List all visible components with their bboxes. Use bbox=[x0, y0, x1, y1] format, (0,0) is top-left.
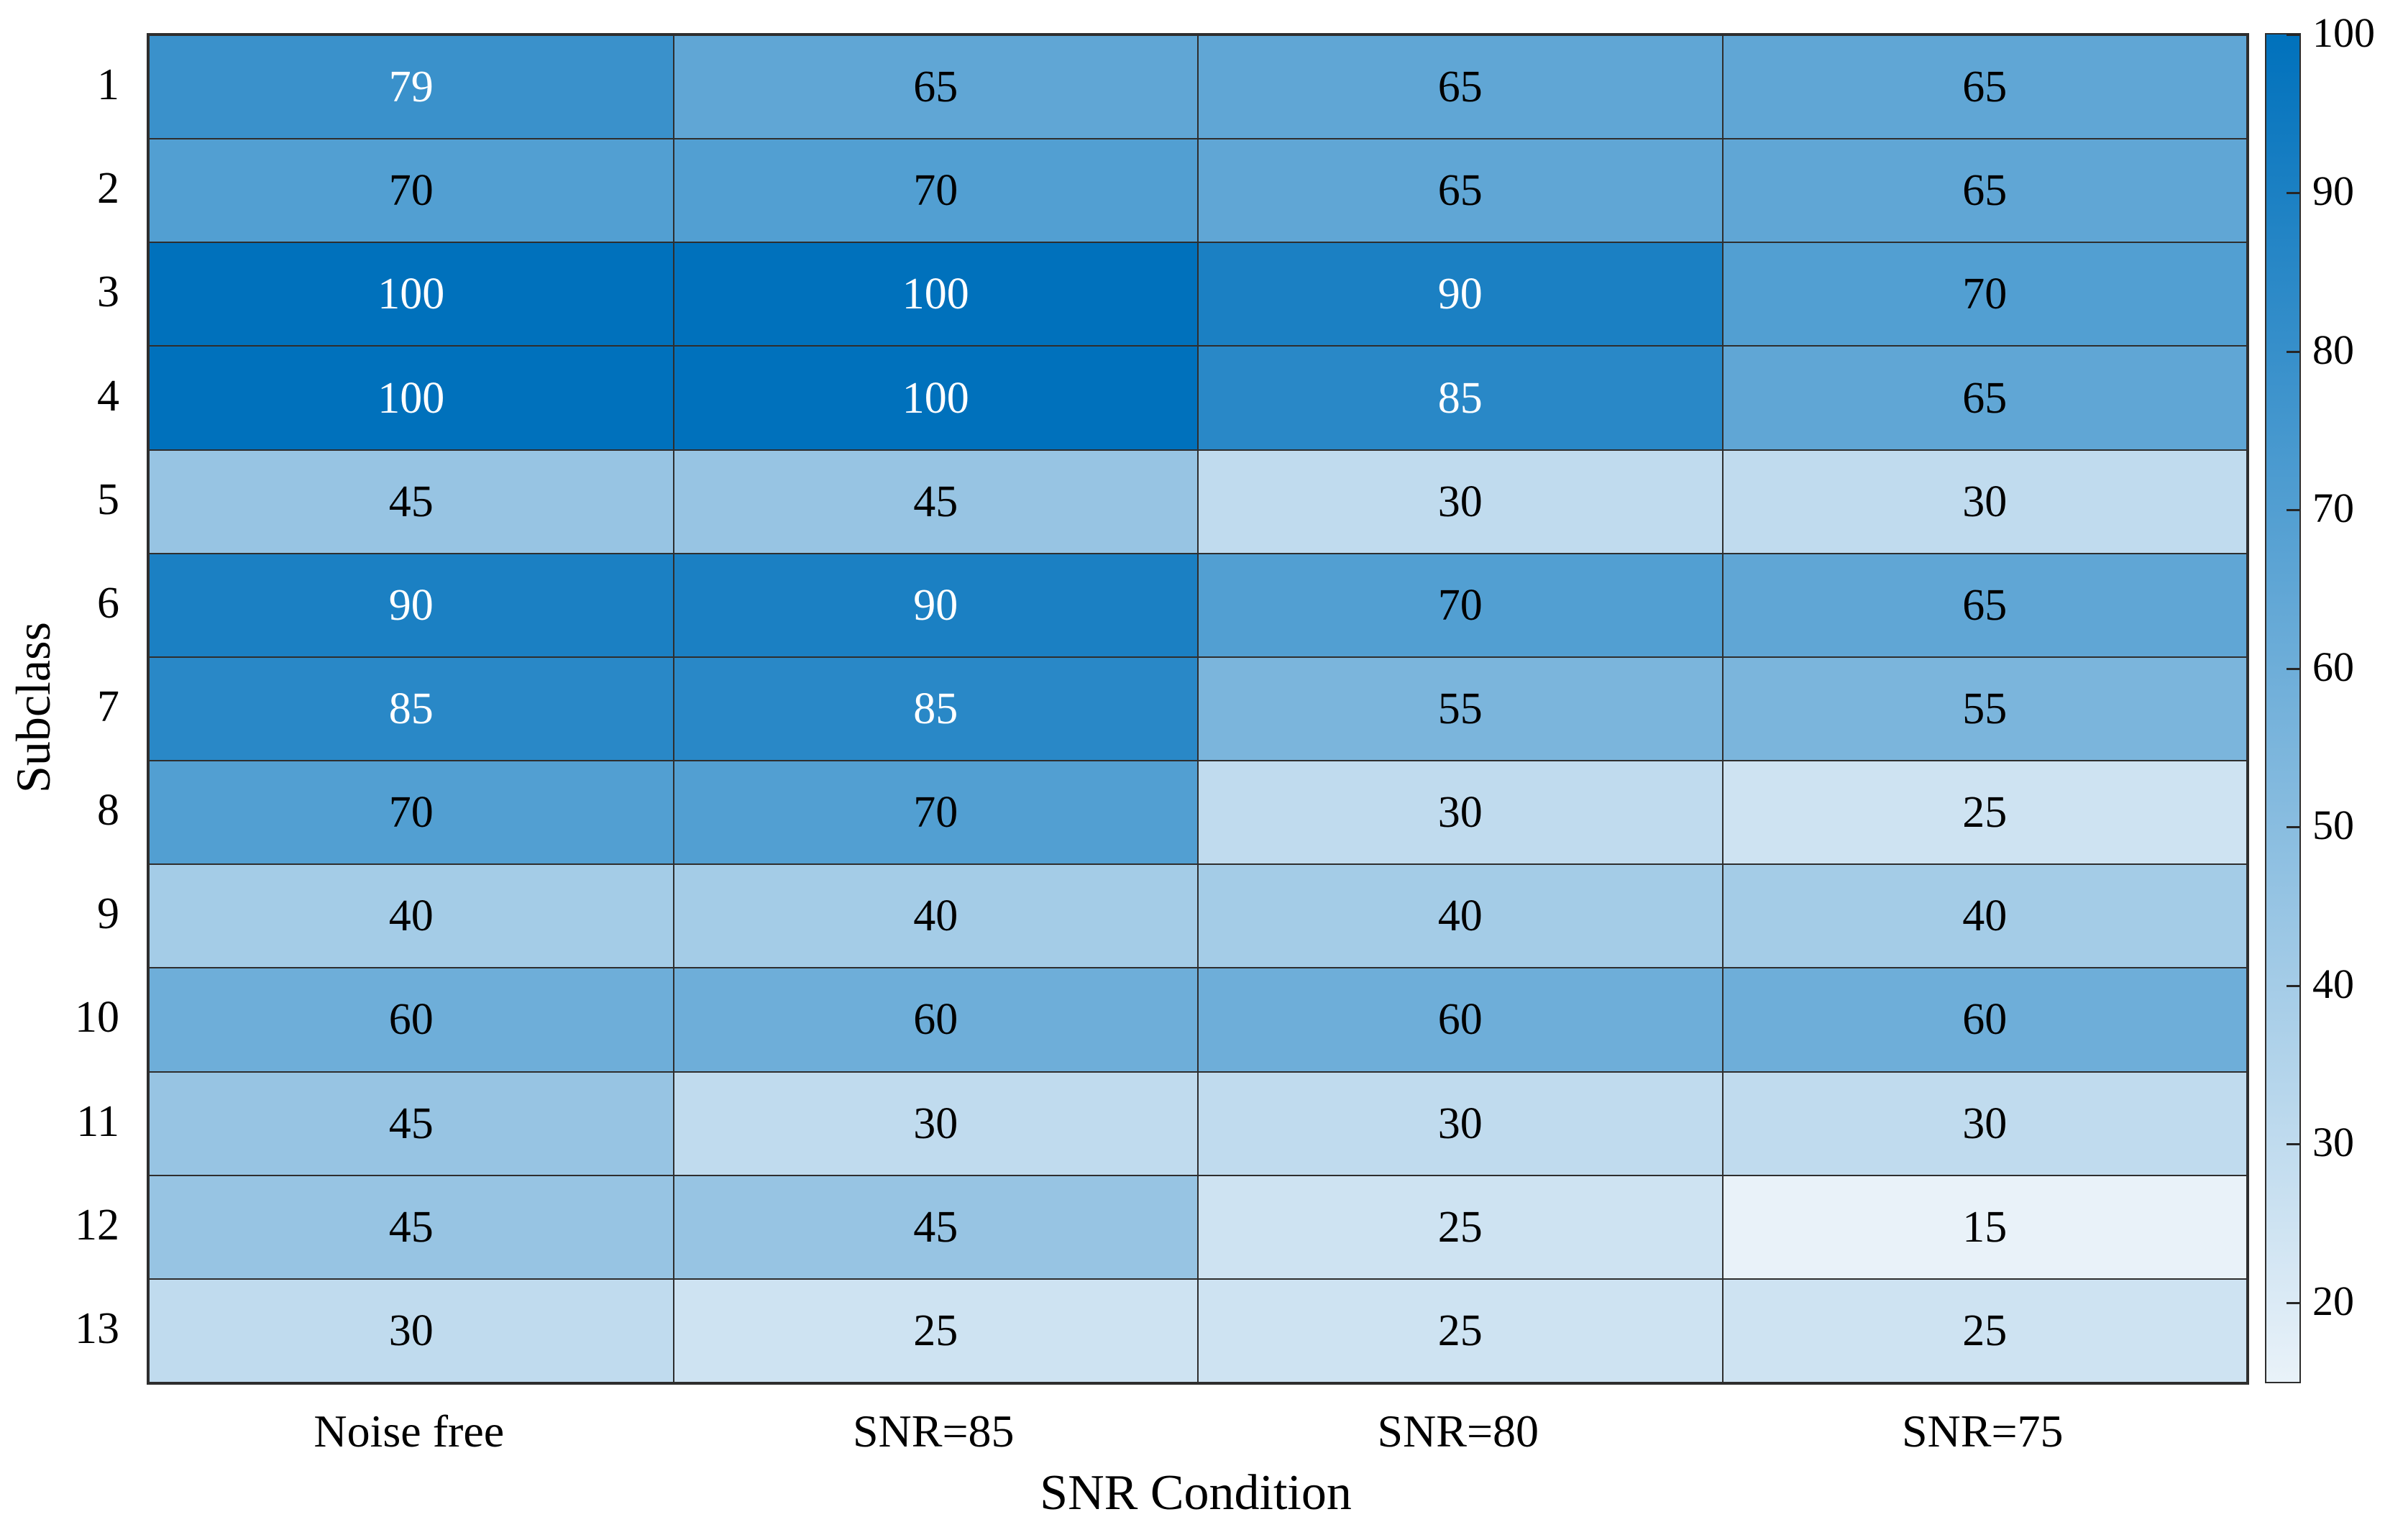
heatmap-cell: 70 bbox=[673, 761, 1198, 865]
colorbar-tick-label: 100 bbox=[2312, 9, 2375, 56]
heatmap-cell: 55 bbox=[1722, 656, 2247, 761]
heatmap-cell: 85 bbox=[673, 656, 1198, 761]
y-tick-label: 1 bbox=[97, 60, 119, 110]
heatmap-cell: 60 bbox=[1722, 968, 2247, 1072]
x-tick-label: SNR=85 bbox=[852, 1406, 1015, 1457]
heatmap-cell: 25 bbox=[1722, 1278, 2247, 1383]
colorbar-tick bbox=[2287, 192, 2299, 195]
y-tick-label: 10 bbox=[75, 993, 119, 1042]
heatmap-cell: 100 bbox=[673, 242, 1198, 347]
colorbar-tick-label: 80 bbox=[2312, 326, 2354, 373]
heatmap-cell: 25 bbox=[1198, 1175, 1723, 1279]
heatmap-cell: 65 bbox=[1198, 35, 1723, 139]
y-axis-tick-labels: 1 2 3 4 5 6 7 8 9 10 11 12 13 bbox=[0, 33, 127, 1380]
colorbar-tick-label: 90 bbox=[2312, 168, 2354, 215]
colorbar-tick-label: 60 bbox=[2312, 643, 2354, 690]
heatmap-cell: 30 bbox=[1198, 449, 1723, 554]
colorbar-tick-label: 50 bbox=[2312, 802, 2354, 849]
heatmap-cell: 40 bbox=[1722, 864, 2247, 968]
y-tick-label: 6 bbox=[97, 578, 119, 628]
heatmap-cell: 70 bbox=[1722, 242, 2247, 347]
heatmap-cell: 25 bbox=[673, 1278, 1198, 1383]
heatmap-cell: 100 bbox=[149, 346, 674, 450]
heatmap-cell: 25 bbox=[1722, 761, 2247, 865]
heatmap-cell: 30 bbox=[1198, 761, 1723, 865]
heatmap-cell: 65 bbox=[1722, 346, 2247, 450]
x-tick-label: SNR=75 bbox=[1901, 1406, 2064, 1457]
colorbar bbox=[2265, 33, 2301, 1383]
heatmap-cell: 70 bbox=[149, 139, 674, 243]
heatmap-cell: 30 bbox=[1198, 1071, 1723, 1175]
heatmap-cell: 45 bbox=[149, 1071, 674, 1175]
colorbar-tick bbox=[2287, 1143, 2299, 1146]
heatmap-cell: 45 bbox=[149, 449, 674, 554]
heatmap-cell: 45 bbox=[673, 449, 1198, 554]
colorbar-tick bbox=[2287, 667, 2299, 670]
heatmap-cell: 15 bbox=[1722, 1175, 2247, 1279]
heatmap-cell: 100 bbox=[673, 346, 1198, 450]
y-tick-label: 4 bbox=[97, 371, 119, 421]
heatmap-cell: 60 bbox=[149, 968, 674, 1072]
heatmap-cell: 65 bbox=[1722, 35, 2247, 139]
y-tick-label: 2 bbox=[97, 164, 119, 214]
y-tick-label: 7 bbox=[97, 682, 119, 731]
heatmap-cell: 85 bbox=[149, 656, 674, 761]
x-axis-tick-labels: Noise free SNR=85 SNR=80 SNR=75 bbox=[147, 1399, 2245, 1464]
colorbar-tick bbox=[2287, 509, 2299, 512]
heatmap-cell: 90 bbox=[1198, 242, 1723, 347]
y-tick-label: 8 bbox=[97, 786, 119, 835]
heatmap-cell: 65 bbox=[1722, 553, 2247, 657]
colorbar-tick-label: 20 bbox=[2312, 1277, 2354, 1324]
heatmap-cell: 70 bbox=[673, 139, 1198, 243]
y-tick-label: 3 bbox=[97, 267, 119, 317]
colorbar-tick bbox=[2287, 34, 2299, 36]
heatmap-cell: 70 bbox=[1198, 553, 1723, 657]
heatmap-cell: 30 bbox=[1722, 1071, 2247, 1175]
heatmap-cell: 90 bbox=[673, 553, 1198, 657]
colorbar-tick bbox=[2287, 826, 2299, 829]
y-tick-label: 9 bbox=[97, 889, 119, 939]
heatmap-cell: 30 bbox=[673, 1071, 1198, 1175]
heatmap-cell: 65 bbox=[1722, 139, 2247, 243]
heatmap-grid: 79 65 65 65 70 70 65 65 100 100 90 70 100 100 85 65 45 45… bbox=[147, 33, 2249, 1385]
heatmap-cell: 25 bbox=[1198, 1278, 1723, 1383]
heatmap-cell: 40 bbox=[1198, 864, 1723, 968]
colorbar-tick bbox=[2287, 350, 2299, 353]
heatmap-cell: 40 bbox=[149, 864, 674, 968]
heatmap-cell: 70 bbox=[149, 761, 674, 865]
heatmap-cell: 65 bbox=[673, 35, 1198, 139]
heatmap-cell: 85 bbox=[1198, 346, 1723, 450]
heatmap-cell: 30 bbox=[1722, 449, 2247, 554]
heatmap-cell: 45 bbox=[149, 1175, 674, 1279]
heatmap-cell: 30 bbox=[149, 1278, 674, 1383]
x-tick-label: SNR=80 bbox=[1377, 1406, 1539, 1457]
heatmap-cell: 60 bbox=[673, 968, 1198, 1072]
x-tick-label: Noise free bbox=[313, 1406, 505, 1457]
y-tick-label: 13 bbox=[75, 1303, 119, 1353]
x-axis-label: SNR Condition bbox=[1040, 1465, 1352, 1521]
heatmap-cell: 90 bbox=[149, 553, 674, 657]
y-tick-label: 12 bbox=[75, 1200, 119, 1250]
y-tick-label: 5 bbox=[97, 475, 119, 524]
y-tick-label: 11 bbox=[76, 1096, 119, 1146]
colorbar-tick-label: 30 bbox=[2312, 1119, 2354, 1166]
colorbar-tick-label: 40 bbox=[2312, 960, 2354, 1007]
heatmap-cell: 40 bbox=[673, 864, 1198, 968]
heatmap-cell: 60 bbox=[1198, 968, 1723, 1072]
heatmap-cell: 65 bbox=[1198, 139, 1723, 243]
heatmap-cell: 55 bbox=[1198, 656, 1723, 761]
colorbar-tick bbox=[2287, 984, 2299, 987]
colorbar-tick bbox=[2287, 1301, 2299, 1304]
colorbar-tick-label: 70 bbox=[2312, 485, 2354, 532]
heatmap-cell: 100 bbox=[149, 242, 674, 347]
colorbar-tick-labels: 100 90 80 70 60 50 40 30 20 bbox=[2312, 0, 2403, 1540]
heatmap-cell: 79 bbox=[149, 35, 674, 139]
heatmap-cell: 45 bbox=[673, 1175, 1198, 1279]
